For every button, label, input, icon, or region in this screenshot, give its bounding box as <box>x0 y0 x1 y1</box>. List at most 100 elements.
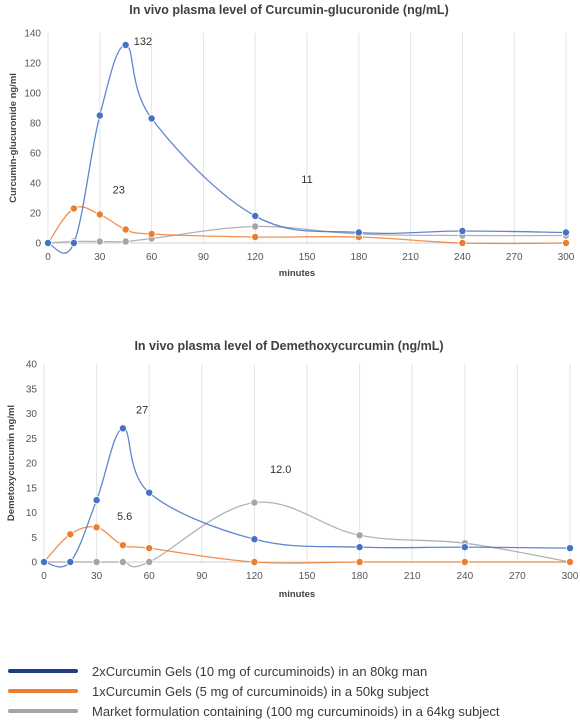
x-tick-label: 60 <box>146 252 158 263</box>
y-axis-label: Curcumin-glucuronide ng/ml <box>8 73 19 203</box>
series-line-1 <box>47 44 567 254</box>
x-tick-label: 150 <box>299 571 316 582</box>
data-point-series-2 <box>118 541 127 550</box>
data-point-series-2 <box>562 238 571 247</box>
data-point-series-1 <box>250 535 259 544</box>
y-tick-label: 100 <box>24 89 41 100</box>
data-point-series-2 <box>251 232 260 241</box>
x-tick-label: 240 <box>456 571 473 582</box>
chart-title: In vivo plasma level of Demethoxycurcumi… <box>134 339 443 353</box>
data-point-series-2 <box>460 558 469 567</box>
data-point-series-1 <box>147 114 156 123</box>
data-point-series-1 <box>95 111 104 120</box>
data-point-series-1 <box>69 238 78 247</box>
legend-swatch-2x-gels <box>8 669 78 673</box>
data-point-series-3 <box>355 531 364 540</box>
data-annotation: 12.0 <box>270 464 291 476</box>
series-line-2 <box>47 206 567 245</box>
x-tick-label: 30 <box>91 571 103 582</box>
data-annotation: 5.6 <box>117 511 132 523</box>
data-point-series-3 <box>118 558 127 567</box>
y-tick-label: 25 <box>26 434 38 445</box>
series-line-2 <box>43 526 570 564</box>
legend-label-market-formulation: Market formulation containing (100 mg cu… <box>92 703 500 719</box>
data-point-series-1 <box>92 496 101 505</box>
data-point-series-3 <box>250 498 259 507</box>
series-line-1 <box>43 427 571 568</box>
data-point-series-2 <box>147 229 156 238</box>
x-tick-label: 0 <box>45 252 51 263</box>
data-point-series-1 <box>458 226 467 235</box>
data-point-series-2 <box>458 238 467 247</box>
charts-canvas: In vivo plasma level of Curcumin-glucuro… <box>6 3 579 600</box>
y-tick-label: 0 <box>35 239 41 250</box>
data-point-series-1 <box>145 488 154 497</box>
y-tick-label: 40 <box>26 360 38 371</box>
legend-item-2x-gels: 2xCurcumin Gels (10 mg of curcuminoids) … <box>8 661 574 681</box>
chart-1: In vivo plasma level of Curcumin-glucuro… <box>8 3 575 279</box>
data-point-series-1 <box>40 558 49 567</box>
data-point-series-3 <box>92 558 101 567</box>
legend-swatch-1x-gels <box>8 689 78 693</box>
data-annotation: 27 <box>136 405 148 417</box>
x-tick-label: 270 <box>506 252 523 263</box>
data-point-series-2 <box>250 558 259 567</box>
x-tick-label: 90 <box>198 252 210 263</box>
data-point-series-1 <box>354 228 363 237</box>
data-point-series-1 <box>66 558 75 567</box>
y-tick-label: 30 <box>26 409 38 420</box>
data-point-series-1 <box>251 211 260 220</box>
y-tick-label: 60 <box>30 149 42 160</box>
data-annotation: 23 <box>113 185 125 197</box>
legend: 2xCurcumin Gels (10 mg of curcuminoids) … <box>8 661 574 721</box>
data-annotation: 11 <box>301 174 312 186</box>
data-point-series-2 <box>355 558 364 567</box>
data-point-series-2 <box>145 544 154 553</box>
legend-swatch-market-formulation <box>8 709 78 713</box>
x-tick-label: 300 <box>558 252 575 263</box>
y-tick-label: 40 <box>30 179 42 190</box>
data-point-series-2 <box>95 210 104 219</box>
data-point-series-3 <box>251 222 260 231</box>
x-tick-label: 180 <box>351 571 368 582</box>
chart-title: In vivo plasma level of Curcumin-glucuro… <box>129 3 448 17</box>
data-point-series-1 <box>121 41 130 50</box>
legend-label-2x-gels: 2xCurcumin Gels (10 mg of curcuminoids) … <box>92 663 428 679</box>
x-tick-label: 180 <box>350 252 367 263</box>
x-tick-label: 30 <box>94 252 106 263</box>
chart-2: In vivo plasma level of Demethoxycurcumi… <box>6 339 579 600</box>
y-tick-label: 80 <box>30 119 42 130</box>
legend-label-1x-gels: 1xCurcumin Gels (5 mg of curcuminoids) i… <box>92 683 429 699</box>
y-tick-label: 10 <box>26 508 38 519</box>
y-tick-label: 20 <box>30 209 42 220</box>
legend-item-market-formulation: Market formulation containing (100 mg cu… <box>8 701 574 721</box>
legend-item-1x-gels: 1xCurcumin Gels (5 mg of curcuminoids) i… <box>8 681 574 701</box>
data-point-series-2 <box>66 530 75 539</box>
x-tick-label: 120 <box>247 252 264 263</box>
x-tick-label: 270 <box>509 571 526 582</box>
y-tick-label: 0 <box>31 558 37 569</box>
data-point-series-1 <box>460 543 469 552</box>
series-line-3 <box>47 225 567 244</box>
series-line-3 <box>44 501 571 568</box>
y-tick-label: 5 <box>31 533 37 544</box>
data-point-series-1 <box>44 238 53 247</box>
x-tick-label: 0 <box>41 571 47 582</box>
y-tick-label: 35 <box>26 384 38 395</box>
data-point-series-1 <box>355 543 364 552</box>
x-axis-label: minutes <box>279 589 315 600</box>
data-point-series-1 <box>562 228 571 237</box>
x-axis-label: minutes <box>279 268 315 279</box>
x-tick-label: 150 <box>299 252 316 263</box>
data-point-series-2 <box>121 225 130 234</box>
data-point-series-2 <box>566 558 575 567</box>
data-point-series-2 <box>69 204 78 213</box>
data-point-series-3 <box>145 558 154 567</box>
data-point-series-1 <box>566 544 575 553</box>
y-tick-label: 140 <box>24 29 41 40</box>
x-tick-label: 120 <box>246 571 263 582</box>
data-point-series-3 <box>95 237 104 246</box>
y-tick-label: 120 <box>24 59 41 70</box>
y-tick-label: 15 <box>26 483 38 494</box>
x-tick-label: 210 <box>402 252 419 263</box>
